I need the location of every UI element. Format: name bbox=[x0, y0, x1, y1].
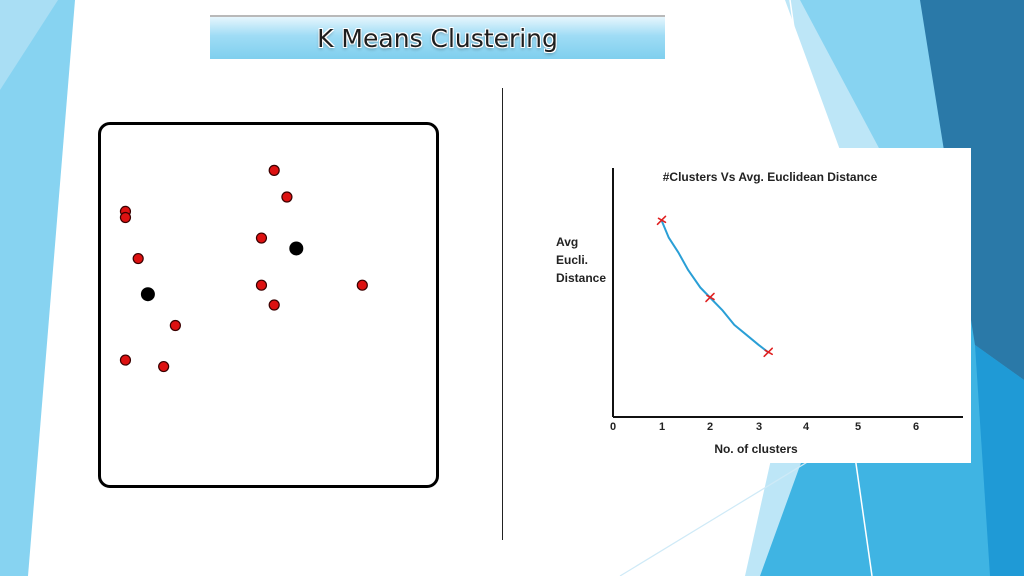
data-point bbox=[281, 191, 293, 203]
cluster-scatter-plot bbox=[119, 164, 368, 373]
data-marker bbox=[763, 347, 773, 358]
data-point bbox=[158, 360, 170, 373]
title-banner: K Means Clustering bbox=[210, 15, 665, 59]
data-point bbox=[119, 354, 132, 366]
elbow-chart-panel: #Clusters Vs Avg. Euclidean Distance Avg E… bbox=[541, 148, 971, 463]
right-accent-dark bbox=[920, 0, 1024, 380]
y-axis-label: Avg bbox=[556, 235, 578, 249]
elbow-chart: #Clusters Vs Avg. Euclidean Distance Avg E… bbox=[556, 168, 963, 456]
x-axis-label: No. of clusters bbox=[714, 442, 798, 456]
data-marker bbox=[705, 292, 715, 303]
cluster-scatter-box bbox=[98, 122, 439, 488]
left-accent-highlight bbox=[0, 0, 58, 90]
data-point bbox=[268, 299, 280, 311]
centroid-point bbox=[289, 241, 304, 256]
data-point bbox=[132, 252, 144, 265]
series-line bbox=[660, 219, 770, 354]
data-point bbox=[119, 211, 132, 224]
data-point bbox=[255, 279, 268, 291]
data-marker bbox=[656, 215, 667, 226]
slide-title: K Means Clustering bbox=[317, 23, 558, 53]
data-point bbox=[356, 279, 368, 291]
data-point bbox=[255, 232, 268, 244]
right-accent-deep bbox=[975, 345, 1024, 576]
x-tick-label: 2 bbox=[707, 421, 713, 433]
chart-title: #Clusters Vs Avg. Euclidean Distance bbox=[663, 170, 878, 184]
x-tick-label: 5 bbox=[855, 421, 861, 433]
x-tick-label: 6 bbox=[913, 421, 919, 433]
x-tick-label: 3 bbox=[756, 421, 762, 433]
x-tick-label: 1 bbox=[659, 421, 665, 433]
vertical-divider bbox=[502, 88, 503, 540]
x-tick-label: 0 bbox=[610, 421, 616, 433]
data-point bbox=[169, 319, 181, 332]
centroid-point bbox=[140, 287, 155, 302]
data-point bbox=[268, 164, 280, 176]
y-axis-label: Eucli. bbox=[556, 253, 588, 267]
x-tick-label: 4 bbox=[803, 421, 810, 433]
y-axis-label: Distance bbox=[556, 271, 606, 285]
left-accent-shape bbox=[0, 0, 75, 576]
